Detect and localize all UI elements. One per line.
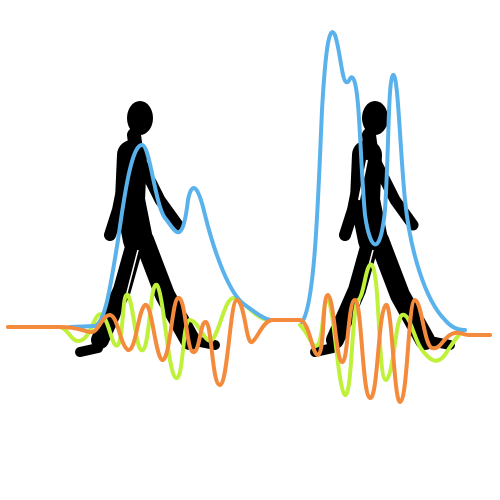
blue-wave: [68, 30, 467, 332]
orange-wave: [6, 293, 492, 404]
